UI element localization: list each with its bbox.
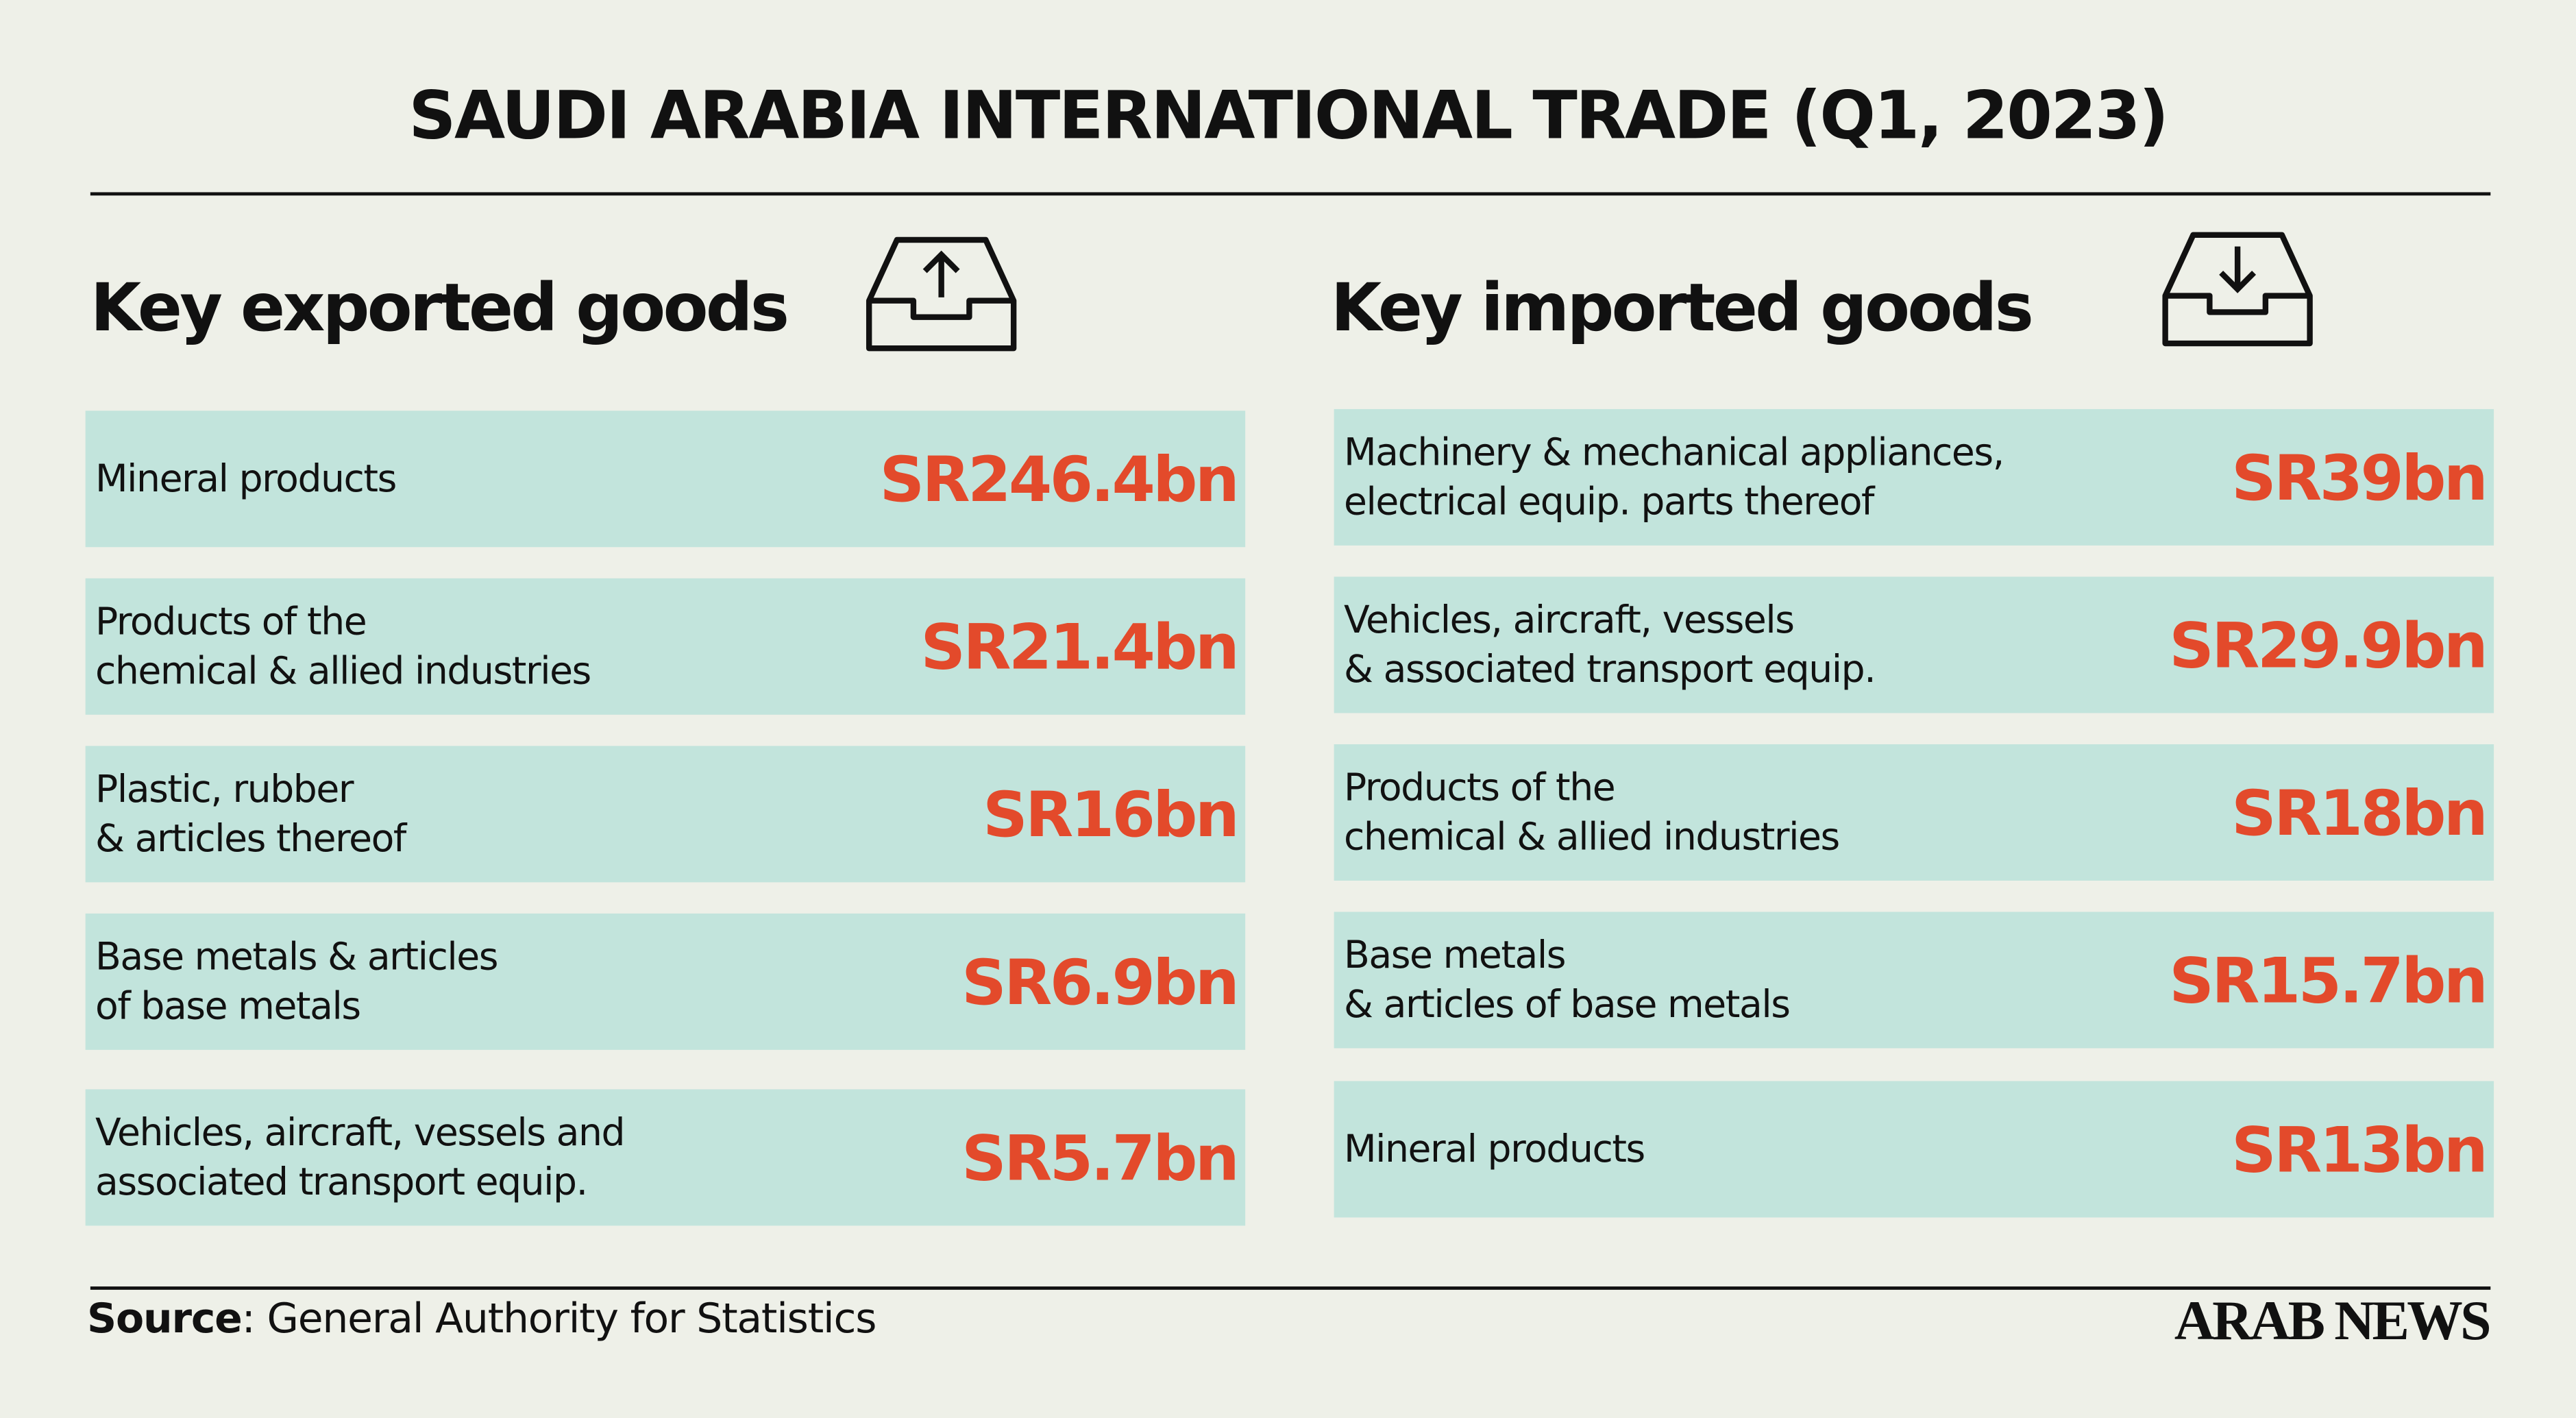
label-line: Machinery & mechanical appliances, bbox=[1343, 431, 2004, 474]
item-label: Mineral products bbox=[1344, 1125, 1645, 1174]
label-line: associated transport equip. bbox=[95, 1160, 588, 1204]
item-label: Vehicles, aircraft, vessels and associate… bbox=[95, 1108, 626, 1207]
label-line: & associated transport equip. bbox=[1343, 648, 1876, 692]
label-line: Mineral products bbox=[1343, 1127, 1645, 1171]
item-row: Base metals & articles of base metals SR15… bbox=[1334, 912, 2494, 1049]
source: Source: General Authority for Statistics bbox=[87, 1295, 876, 1343]
label-line: Mineral products bbox=[95, 457, 397, 500]
label-line: Products of the bbox=[1343, 766, 1616, 809]
label-line: of base metals bbox=[95, 985, 361, 1028]
item-value: SR21.4bn bbox=[920, 610, 1239, 683]
label-line: Vehicles, aircraft, vessels bbox=[1343, 598, 1795, 642]
imports-heading: Key imported goods bbox=[1330, 271, 2034, 347]
item-value: SR13bn bbox=[2231, 1113, 2488, 1186]
import-icon bbox=[2162, 232, 2313, 347]
item-value: SR6.9bn bbox=[961, 945, 1240, 1018]
brand: ARAB NEWS bbox=[2174, 1291, 2492, 1352]
export-icon bbox=[866, 236, 1017, 352]
item-label: Products of the chemical & allied industr… bbox=[95, 597, 591, 696]
item-row: Plastic, rubber & articles thereof SR16bn bbox=[85, 746, 1246, 883]
item-value: SR39bn bbox=[2231, 441, 2488, 514]
item-value: SR18bn bbox=[2231, 776, 2488, 849]
item-value: SR5.7bn bbox=[961, 1121, 1240, 1194]
item-value: SR16bn bbox=[983, 778, 1240, 851]
item-label: Vehicles, aircraft, vessels & associated … bbox=[1343, 596, 1876, 694]
divider bbox=[90, 192, 2491, 196]
label-line: chemical & allied industries bbox=[1343, 816, 1840, 859]
label-line: chemical & allied industries bbox=[95, 650, 591, 693]
label-line: Products of the bbox=[95, 600, 367, 644]
label-line: Vehicles, aircraft, vessels and bbox=[95, 1111, 626, 1155]
label-line: Plastic, rubber bbox=[95, 768, 354, 811]
item-row: Vehicles, aircraft, vessels & associated … bbox=[1334, 576, 2494, 713]
item-row: Products of the chemical & allied industr… bbox=[1334, 744, 2494, 881]
item-value: SR246.4bn bbox=[879, 443, 1240, 515]
title: SAUDI ARABIA INTERNATIONAL TRADE (Q1, 20… bbox=[408, 79, 2169, 155]
item-label: Base metals & articles of base metals bbox=[95, 932, 498, 1031]
item-row: Mineral products SR246.4bn bbox=[85, 411, 1246, 548]
label-line: Base metals & articles bbox=[95, 936, 498, 979]
item-label: Mineral products bbox=[95, 454, 397, 504]
label-line: electrical equip. parts thereof bbox=[1343, 480, 1874, 524]
divider bbox=[90, 1286, 2491, 1290]
source-text: : General Authority for Statistics bbox=[241, 1295, 877, 1343]
item-label: Machinery & mechanical appliances, electr… bbox=[1344, 428, 2004, 526]
item-label: Products of the chemical & allied industr… bbox=[1343, 763, 1840, 862]
item-label: Plastic, rubber & articles thereof bbox=[95, 765, 406, 864]
item-row: Mineral products SR13bn bbox=[1334, 1081, 2494, 1218]
item-value: SR29.9bn bbox=[2169, 609, 2488, 681]
item-row: Machinery & mechanical appliances, electr… bbox=[1334, 408, 2494, 546]
source-label: Source bbox=[87, 1295, 243, 1343]
label-line: & articles of base metals bbox=[1343, 983, 1791, 1027]
exports-heading: Key exported goods bbox=[90, 271, 789, 347]
item-label: Base metals & articles of base metals bbox=[1343, 931, 1791, 1029]
item-value: SR15.7bn bbox=[2169, 944, 2488, 1016]
label-line: Base metals bbox=[1343, 933, 1567, 977]
item-row: Products of the chemical & allied industr… bbox=[85, 578, 1246, 715]
item-row: Base metals & articles of base metals SR6.… bbox=[85, 913, 1246, 1050]
label-line: & articles thereof bbox=[95, 817, 406, 860]
item-row: Vehicles, aircraft, vessels and associate… bbox=[85, 1089, 1246, 1226]
